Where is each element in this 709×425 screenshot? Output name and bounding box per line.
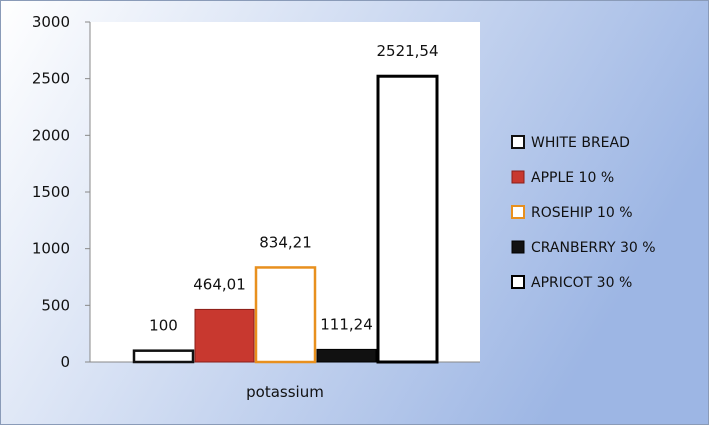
bar-apricot-30 <box>376 74 439 364</box>
legend-swatch <box>511 135 525 149</box>
bars-group <box>132 74 439 364</box>
bar-apple-10 <box>194 308 255 363</box>
legend-swatch <box>511 170 525 184</box>
legend-swatch <box>511 240 525 254</box>
y-tick-label: 1000 <box>32 240 70 258</box>
y-tick-label: 2000 <box>32 126 70 144</box>
y-tick-label: 3000 <box>32 13 70 31</box>
data-label: 834,21 <box>259 233 312 251</box>
legend-label: WHITE BREAD <box>531 135 630 151</box>
bar-cranberry-30 <box>316 348 377 363</box>
y-axis-ticks: 0 500 1000 1500 2000 2500 3000 <box>32 13 90 371</box>
data-label: 111,24 <box>320 315 373 333</box>
legend-label: APRICOT 30 % <box>531 275 632 291</box>
legend-label: CRANBERRY 30 % <box>531 240 656 256</box>
legend-label: ROSEHIP 10 % <box>531 205 633 221</box>
data-label: 464,01 <box>193 275 246 293</box>
legend-label: APPLE 10 % <box>531 170 614 186</box>
data-label: 2521,54 <box>376 42 438 60</box>
legend: WHITE BREAD APPLE 10 % ROSEHIP 10 % CRANBER… <box>511 135 656 291</box>
data-labels-group: 100 464,01 834,21 111,24 2521,54 <box>149 42 438 334</box>
y-tick-label: 1500 <box>32 183 70 201</box>
y-tick-label: 0 <box>60 353 70 371</box>
x-category-label: potassium <box>246 383 324 401</box>
y-tick-label: 500 <box>41 296 70 314</box>
y-tick-label: 2500 <box>32 70 70 88</box>
bar-white-bread <box>132 349 195 364</box>
legend-swatch <box>511 205 525 219</box>
bar-rosehip-10 <box>254 266 317 364</box>
data-label: 100 <box>149 317 178 335</box>
legend-swatch <box>511 275 525 289</box>
